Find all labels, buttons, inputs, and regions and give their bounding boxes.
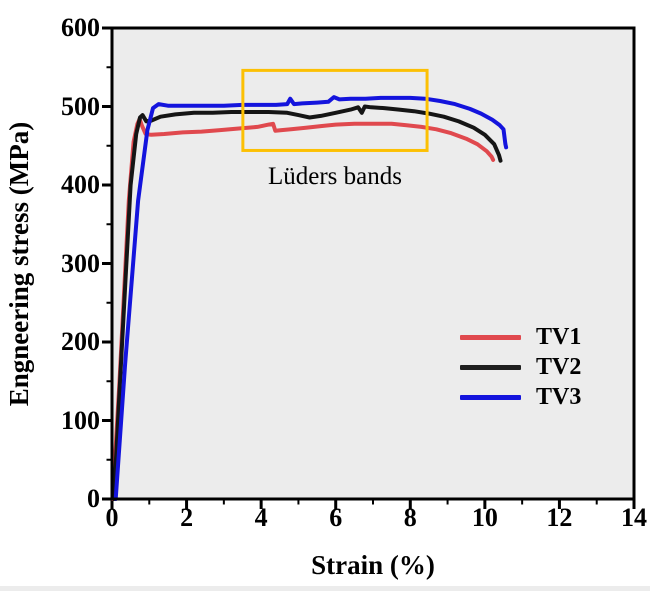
y-tick-label-200: 200 [61,327,100,356]
y-tick-label-400: 400 [61,170,100,199]
legend-item-tv1: TV1 [460,322,581,352]
luders-bands-box [241,68,429,152]
y-tick-label-300: 300 [61,248,100,278]
legend-line-black [460,364,521,370]
image-bottom-edge [0,586,650,591]
y-tick-label-600: 600 [61,13,100,42]
legend-line-blue [460,394,521,400]
legend: TV1 TV2 TV3 [460,322,581,412]
curve-tv1 [110,117,496,501]
x-tick-label-10: 10 [471,503,498,532]
luders-bands-annotation: Lüders bands [267,163,402,191]
legend-item-tv3: TV3 [460,382,581,412]
x-tick-label-12: 12 [546,503,573,532]
y-tick-label-0: 0 [87,484,100,513]
x-tick-label-6: 6 [329,503,343,532]
y-tick-label-500: 500 [61,91,100,121]
x-tick-label-0: 0 [105,503,119,532]
x-axis-title: Strain (%) [311,550,435,580]
curve-tv2 [111,104,503,501]
x-tick-label-2: 2 [180,503,194,532]
legend-label-tv3: TV3 [536,384,582,410]
plot-frame [110,26,636,501]
legend-label-tv1: TV1 [536,324,582,350]
x-tick-label-8: 8 [403,503,417,532]
y-tick-label-100: 100 [61,405,100,435]
legend-item-tv2: TV2 [460,352,581,382]
legend-label-tv2: TV2 [536,354,582,380]
curve-tv3 [113,95,509,501]
legend-line-red [460,334,521,340]
x-tick-label-14: 14 [621,503,647,532]
x-tick-label-4: 4 [254,503,268,532]
y-axis-title: Engneering stress (MPa) [4,121,34,407]
